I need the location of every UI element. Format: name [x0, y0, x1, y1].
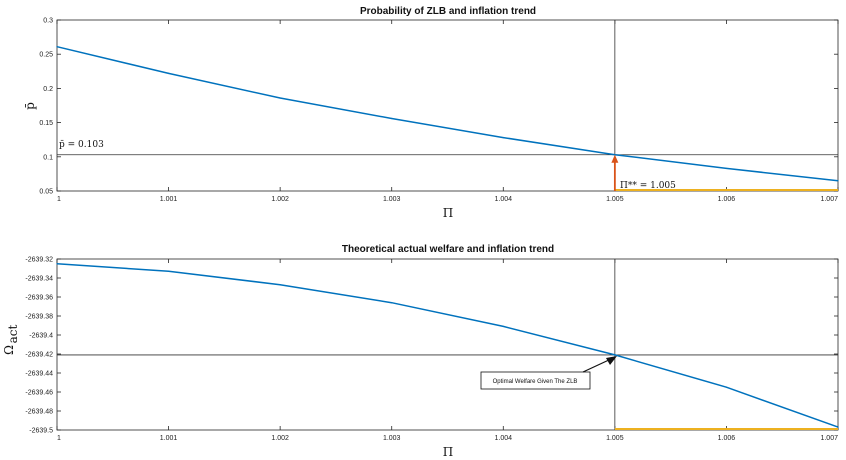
series-point: [167, 72, 170, 74]
series-point: [837, 426, 839, 428]
y-tick-label: -2639.42: [25, 352, 53, 359]
x-tick-label: 1.006: [718, 435, 736, 442]
top-y-ticks: 0.05 0.1 0.15 0.2 0.25 0.3: [39, 18, 838, 196]
top-chart-title: Probability of ZLB and inflation trend: [360, 6, 536, 17]
top-series-line: [56, 45, 839, 182]
y-tick-label: 0.05: [39, 189, 53, 196]
series-point: [391, 117, 393, 120]
bottom-subplot: Theoretical actual welfare and inflation…: [2, 244, 839, 459]
bottom-y-axis-label: Ω: [2, 345, 16, 355]
series-point: [391, 302, 393, 304]
y-tick-label: -2639.38: [25, 314, 53, 321]
x-tick-label: 1.004: [495, 196, 513, 203]
y-tick-label: -2639.36: [25, 295, 53, 302]
annotation-arrow-head: [606, 356, 617, 365]
x-tick-label: 1.004: [495, 435, 513, 442]
x-tick-label: 1.003: [383, 196, 401, 203]
top-series-points: [56, 46, 839, 182]
top-vline-label: Π** = 1.005: [620, 181, 676, 191]
bottom-series-line: [56, 262, 839, 428]
x-tick-label: 1.007: [820, 196, 838, 203]
bottom-y-axis-label-group: Ω act: [2, 324, 20, 355]
y-tick-label: 0.3: [43, 18, 53, 25]
series-point: [725, 167, 728, 170]
y-tick-label: -2639.34: [25, 276, 53, 283]
y-tick-label: 0.15: [39, 120, 53, 127]
annotation-text: Optimal Welfare Given The ZLB: [493, 379, 578, 385]
top-subplot: Probability of ZLB and inflation trend 1…: [23, 6, 839, 220]
top-arrow-head: [611, 154, 619, 163]
y-tick-label: -2639.32: [25, 257, 53, 264]
series-point: [502, 137, 504, 139]
y-tick-label: -2639.44: [25, 371, 53, 378]
annotation-box: [480, 371, 591, 390]
series-point: [56, 46, 58, 48]
y-tick-label: -2639.5: [29, 428, 53, 435]
series-point: [837, 180, 839, 182]
x-tick-label: 1: [57, 196, 61, 203]
x-tick-label: 1.003: [383, 435, 401, 442]
top-x-axis-label: Π: [443, 206, 453, 220]
x-tick-label: 1.001: [160, 435, 178, 442]
bottom-plot-frame: [56, 258, 839, 431]
y-tick-label: -2639.46: [25, 390, 53, 397]
top-x-ticks: 1 1.001 1.002 1.003 1.004 1.005 1.006 1.007: [56, 20, 839, 203]
bottom-series-points: [56, 263, 839, 428]
y-tick-label: 0.2: [43, 86, 53, 93]
top-hline-label: p̄ = 0.103: [59, 140, 104, 150]
x-tick-label: 1.005: [606, 435, 624, 442]
bottom-x-axis-label: Π: [443, 445, 453, 459]
y-tick-label: 0.25: [39, 52, 53, 59]
series-point: [167, 270, 170, 272]
series-point: [614, 154, 616, 156]
y-tick-label: -2639.4: [29, 333, 53, 340]
series-point: [279, 97, 281, 99]
top-plot-frame: [56, 19, 839, 192]
series-point: [279, 284, 281, 286]
series-point: [725, 386, 728, 388]
bottom-y-ticks: -2639.32 -2639.34 -2639.36 -2639.38 -2639.4 -…: [25, 257, 838, 435]
bottom-x-ticks: 1 1.001 1.002 1.003 1.004 1.005 1.006 1.007: [56, 259, 839, 442]
bottom-chart-title: Theoretical actual welfare and inflation…: [342, 244, 554, 255]
bottom-y-axis-subscript: act: [6, 324, 20, 343]
y-tick-label: -2639.48: [25, 409, 53, 416]
x-tick-label: 1.006: [718, 196, 736, 203]
series-point: [502, 325, 504, 328]
x-tick-label: 1.007: [820, 435, 838, 442]
x-tick-label: 1.002: [271, 196, 289, 203]
x-tick-label: 1.002: [271, 435, 289, 442]
annotation-arrow-shaft: [582, 358, 612, 373]
y-tick-label: 0.1: [43, 154, 53, 161]
x-tick-label: 1.005: [606, 196, 624, 203]
top-y-axis-label: p̄: [23, 102, 37, 110]
x-tick-label: 1: [57, 435, 61, 442]
x-tick-label: 1.001: [160, 196, 178, 203]
series-point: [56, 263, 58, 265]
series-point: [614, 354, 616, 356]
